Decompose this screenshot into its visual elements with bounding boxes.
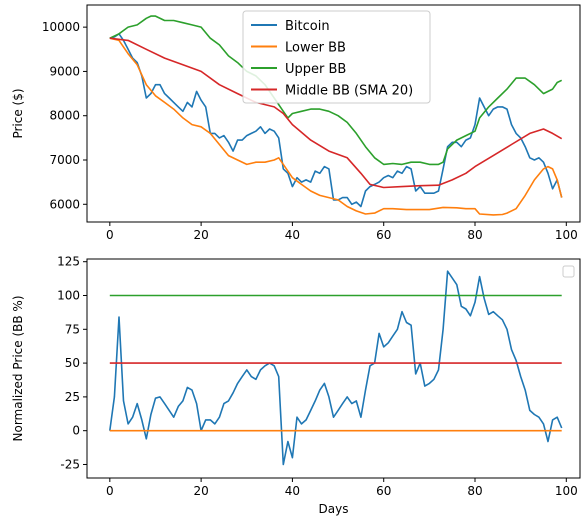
legend-label: Middle BB (SMA 20) xyxy=(285,84,413,99)
plot-frame xyxy=(86,258,581,479)
legend-label: Upper BB xyxy=(285,62,346,77)
x-tick-label: 0 xyxy=(106,484,114,498)
x-tick-label: 60 xyxy=(376,484,391,498)
series-line-lower xyxy=(109,37,563,216)
normalized-price-chart: 0 20 40 60 80 100 -25 0 25 50 75 100 125 Normalized P… xyxy=(11,255,581,516)
x-tick-label: 20 xyxy=(193,228,208,242)
x-tick-label: 80 xyxy=(467,484,482,498)
price-chart: 0 20 40 60 80 100 6000 7000 8000 9000 10000 Price (… xyxy=(11,4,581,242)
legend-label: Lower BB xyxy=(285,41,346,56)
y-tick-label: 10000 xyxy=(42,20,80,34)
y-tick-label: 50 xyxy=(65,356,80,370)
empty-legend-box xyxy=(562,265,575,278)
legend-box xyxy=(242,10,431,104)
y-tick-label: 75 xyxy=(65,322,80,336)
x-tick-label: 100 xyxy=(555,228,578,242)
y-tick-label: 6000 xyxy=(49,197,80,211)
plot-frame xyxy=(86,4,581,223)
x-axis-label: Days xyxy=(319,502,349,516)
y-tick-label: 0 xyxy=(72,424,80,438)
x-tick-label: 20 xyxy=(193,484,208,498)
y-tick-label: 25 xyxy=(65,390,80,404)
y-axis-label: Price ($) xyxy=(11,88,25,138)
y-tick-label: 100 xyxy=(57,289,80,303)
y-axis-label: Normalized Price (BB %) xyxy=(11,296,25,442)
y-tick-label: -25 xyxy=(60,457,80,471)
y-tick-label: 9000 xyxy=(49,64,80,78)
series-line-bitcoin xyxy=(109,270,563,466)
legend-label: Bitcoin xyxy=(285,19,330,34)
x-tick-label: 40 xyxy=(285,228,300,242)
y-tick-label: 8000 xyxy=(49,109,80,123)
y-tick-label: 7000 xyxy=(49,153,80,167)
series-line-upper xyxy=(109,15,563,166)
x-tick-label: 60 xyxy=(376,228,391,242)
x-tick-label: 0 xyxy=(106,228,114,242)
series-line-middle xyxy=(109,37,563,189)
y-tick-label: 125 xyxy=(57,255,80,269)
x-tick-label: 80 xyxy=(467,228,482,242)
x-tick-label: 40 xyxy=(285,484,300,498)
x-tick-label: 100 xyxy=(555,484,578,498)
